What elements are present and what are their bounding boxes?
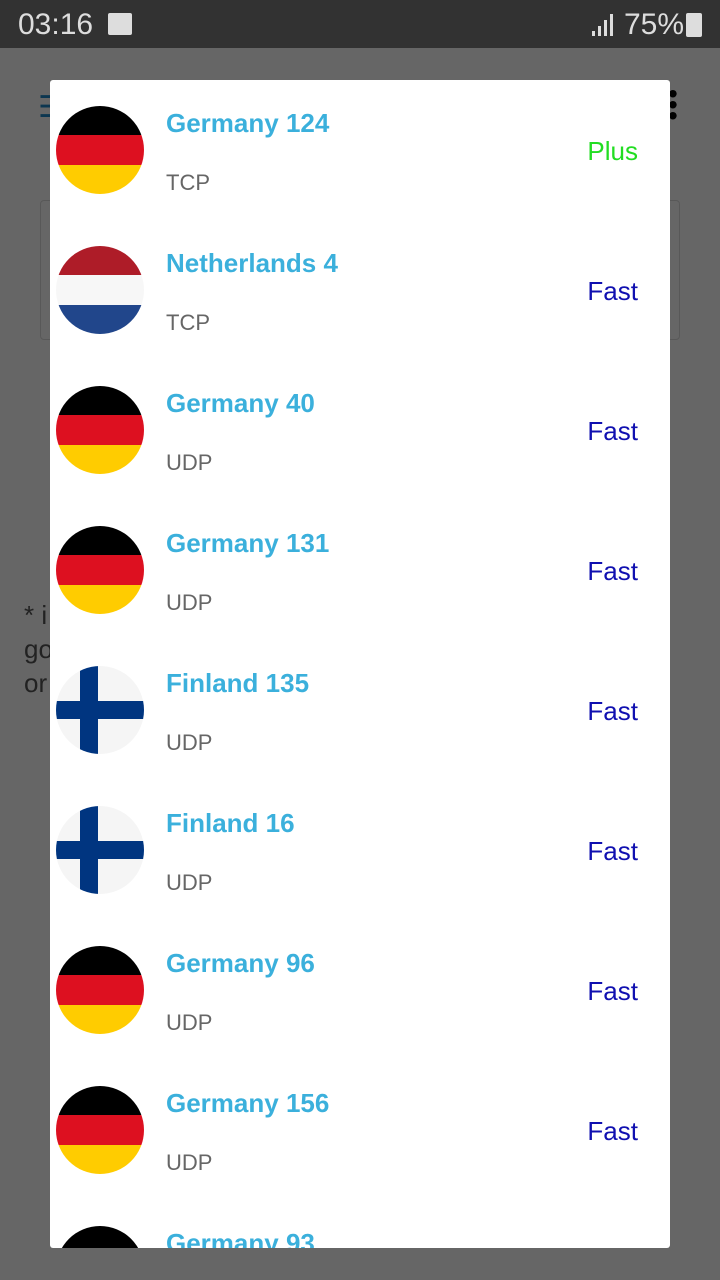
- server-protocol: UDP: [166, 450, 213, 475]
- server-name: Finland 16: [166, 808, 295, 838]
- server-tier-badge: Fast: [587, 696, 638, 726]
- server-tier-badge: Plus: [587, 136, 638, 166]
- flag-de-icon: [56, 946, 144, 1034]
- server-name: Germany 93: [166, 1228, 315, 1248]
- status-bar: 03:16 75%: [0, 0, 720, 48]
- server-row[interactable]: Netherlands 4 TCP Fast: [50, 220, 670, 360]
- signal-icon: [592, 14, 613, 36]
- flag-de-icon: [56, 106, 144, 194]
- flag-de-icon: [56, 1086, 144, 1174]
- server-tier-badge: Fast: [587, 556, 638, 586]
- server-row[interactable]: Germany 124 TCP Plus: [50, 80, 670, 220]
- server-list-dialog: Germany 124 TCP Plus Netherlands 4 TCP F…: [50, 80, 670, 1248]
- server-row[interactable]: Germany 156 UDP Fast: [50, 1060, 670, 1200]
- server-protocol: UDP: [166, 1010, 213, 1035]
- server-tier-badge: Fast: [587, 1116, 638, 1146]
- server-protocol: UDP: [166, 590, 213, 615]
- server-name: Netherlands 4: [166, 248, 338, 278]
- server-name: Finland 135: [166, 668, 310, 698]
- flag-de-icon: [56, 526, 144, 614]
- clock: 03:16: [18, 8, 94, 41]
- server-row[interactable]: Finland 135 UDP Fast: [50, 640, 670, 780]
- server-tier-badge: Fast: [587, 836, 638, 866]
- image-notification-icon: [108, 13, 132, 35]
- server-row[interactable]: Germany 131 UDP Fast: [50, 500, 670, 640]
- flag-fi-icon: [56, 806, 144, 894]
- server-row[interactable]: Germany 93: [50, 1200, 670, 1248]
- flag-fi-icon: [56, 666, 144, 754]
- server-protocol: TCP: [166, 170, 210, 195]
- battery-icon: [686, 13, 702, 37]
- server-tier-badge: Fast: [587, 416, 638, 446]
- server-tier-badge: Fast: [587, 276, 638, 306]
- server-protocol: UDP: [166, 870, 213, 895]
- server-protocol: UDP: [166, 1150, 213, 1175]
- server-name: Germany 40: [166, 388, 315, 418]
- server-name: Germany 156: [166, 1088, 330, 1118]
- server-row[interactable]: Germany 40 UDP Fast: [50, 360, 670, 500]
- server-protocol: TCP: [166, 310, 210, 335]
- server-name: Germany 131: [166, 528, 330, 558]
- flag-nl-icon: [56, 246, 144, 334]
- server-tier-badge: Fast: [587, 976, 638, 1006]
- battery-percent: 75%: [624, 8, 685, 41]
- server-row[interactable]: Finland 16 UDP Fast: [50, 780, 670, 920]
- server-protocol: UDP: [166, 730, 213, 755]
- server-name: Germany 96: [166, 948, 315, 978]
- flag-de-icon: [56, 1226, 144, 1248]
- server-row[interactable]: Germany 96 UDP Fast: [50, 920, 670, 1060]
- flag-de-icon: [56, 386, 144, 474]
- server-name: Germany 124: [166, 108, 330, 138]
